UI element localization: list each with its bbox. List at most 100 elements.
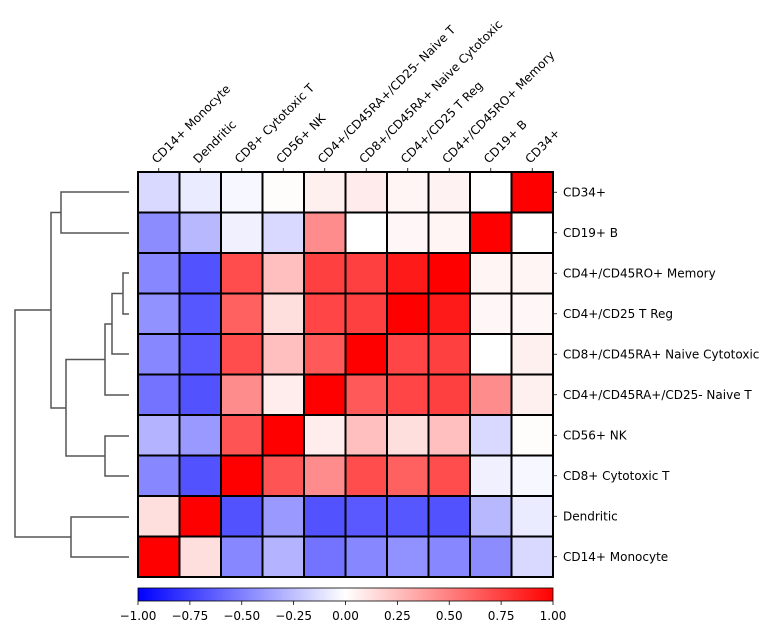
heatmap-cell (220, 252, 264, 295)
dendro-link (122, 272, 129, 315)
heatmap-cell (344, 454, 388, 497)
colorbar-tick-label: 0.25 (384, 609, 411, 623)
heatmap-cell (220, 171, 264, 214)
heatmap-cell (220, 211, 264, 254)
heatmap-cell (178, 171, 222, 214)
row-label: CD56+ NK (563, 428, 628, 442)
heatmap-cell (427, 414, 471, 457)
heatmap-cell (178, 333, 222, 376)
heatmap-cell (386, 171, 430, 214)
heatmap-cell (137, 333, 181, 376)
heatmap-cell (178, 535, 222, 578)
heatmap-cell (220, 292, 264, 335)
heatmap-cell (220, 535, 264, 578)
heatmap-cell (469, 454, 513, 497)
heatmap-cell (386, 333, 430, 376)
heatmap-cell (261, 333, 305, 376)
colorbar-tick-label: −0.75 (171, 609, 208, 623)
heatmap-cell (137, 292, 181, 335)
heatmap-cell (427, 535, 471, 578)
heatmap-cell (469, 373, 513, 416)
heatmap-cell (261, 454, 305, 497)
row-label: CD14+ Monocyte (563, 550, 668, 564)
dendro-link (14, 309, 71, 538)
row-label: CD34+ (563, 185, 606, 199)
heatmap-cell (303, 211, 347, 254)
colorbar-tick-label: −1.00 (120, 609, 157, 623)
heatmap-cell (303, 292, 347, 335)
heatmap-cell (220, 495, 264, 538)
heatmap-cell (469, 211, 513, 254)
colorbar-tick-label: 1.00 (540, 609, 567, 623)
heatmap-cell (303, 454, 347, 497)
heatmap-cell (303, 495, 347, 538)
heatmap-cell (137, 171, 181, 214)
heatmap-cell (427, 211, 471, 254)
heatmap-cell (137, 454, 181, 497)
heatmap-cell (178, 252, 222, 295)
heatmap-cell (469, 171, 513, 214)
heatmap-cell (344, 373, 388, 416)
column-label: CD8+ Cytotoxic T (232, 80, 318, 166)
heatmap-cell (178, 454, 222, 497)
heatmap-cell (344, 535, 388, 578)
heatmap-cell (469, 333, 513, 376)
dendro-link (60, 191, 129, 234)
heatmap-cell (261, 495, 305, 538)
row-label: CD4+/CD25 T Reg (563, 307, 673, 321)
row-labels: CD34+ CD19+ B CD4+/CD45RO+ Memory CD4+/CD25… (553, 185, 759, 564)
heatmap-cell (427, 373, 471, 416)
heatmap-cell (303, 535, 347, 578)
column-label: CD14+ Monocyte (149, 82, 233, 166)
heatmap-cell (344, 495, 388, 538)
heatmap-cell (220, 373, 264, 416)
heatmap-cell (261, 211, 305, 254)
colorbar-tick-label: −0.25 (275, 609, 312, 623)
row-label: CD19+ B (563, 226, 618, 240)
heatmap-cell (137, 495, 181, 538)
row-label: CD8+/CD45RA+ Naive Cytotoxic (563, 347, 759, 361)
heatmap-cell (469, 535, 513, 578)
colorbar-gradient (137, 587, 554, 602)
colorbar-tick-label: 0.75 (488, 609, 515, 623)
heatmap-cell (303, 414, 347, 457)
heatmap-cell (261, 171, 305, 214)
heatmap-cell (386, 535, 430, 578)
row-label: Dendritic (563, 509, 618, 523)
dendro-link (65, 358, 105, 457)
heatmap-cell (510, 252, 554, 295)
colorbar: −1.00 −0.75 −0.50 −0.25 0.00 0.25 0.50 0.75 1.00 (120, 587, 567, 623)
heatmap-cell (137, 414, 181, 457)
heatmap-cell (386, 211, 430, 254)
heatmap-cell (220, 414, 264, 457)
heatmap-cell (427, 454, 471, 497)
heatmap-cell (469, 252, 513, 295)
heatmap-cell (469, 292, 513, 335)
heatmap-cell (178, 373, 222, 416)
heatmap-cell (344, 171, 388, 214)
heatmap-cell (386, 414, 430, 457)
heatmap-cell (344, 252, 388, 295)
heatmap-cell (510, 373, 554, 416)
heatmap-cell (510, 211, 554, 254)
dendro-link (104, 323, 129, 396)
dendro-link (104, 435, 129, 477)
heatmap-cell (137, 211, 181, 254)
heatmap-cell (261, 373, 305, 416)
heatmap-cell (178, 495, 222, 538)
heatmap-cell (303, 171, 347, 214)
dendro-link (70, 516, 129, 558)
row-label: CD4+/CD45RA+/CD25- Naive T (563, 388, 752, 402)
row-label: CD8+ Cytotoxic T (563, 469, 670, 483)
heatmap-cell (510, 414, 554, 457)
heatmap-cell (344, 292, 388, 335)
heatmap-cell (386, 373, 430, 416)
heatmap-cell (137, 535, 181, 578)
heatmap-cell (386, 292, 430, 335)
heatmap-cell (137, 252, 181, 295)
heatmap-cell (510, 495, 554, 538)
heatmap-cell (178, 414, 222, 457)
dendro-link (50, 211, 66, 409)
